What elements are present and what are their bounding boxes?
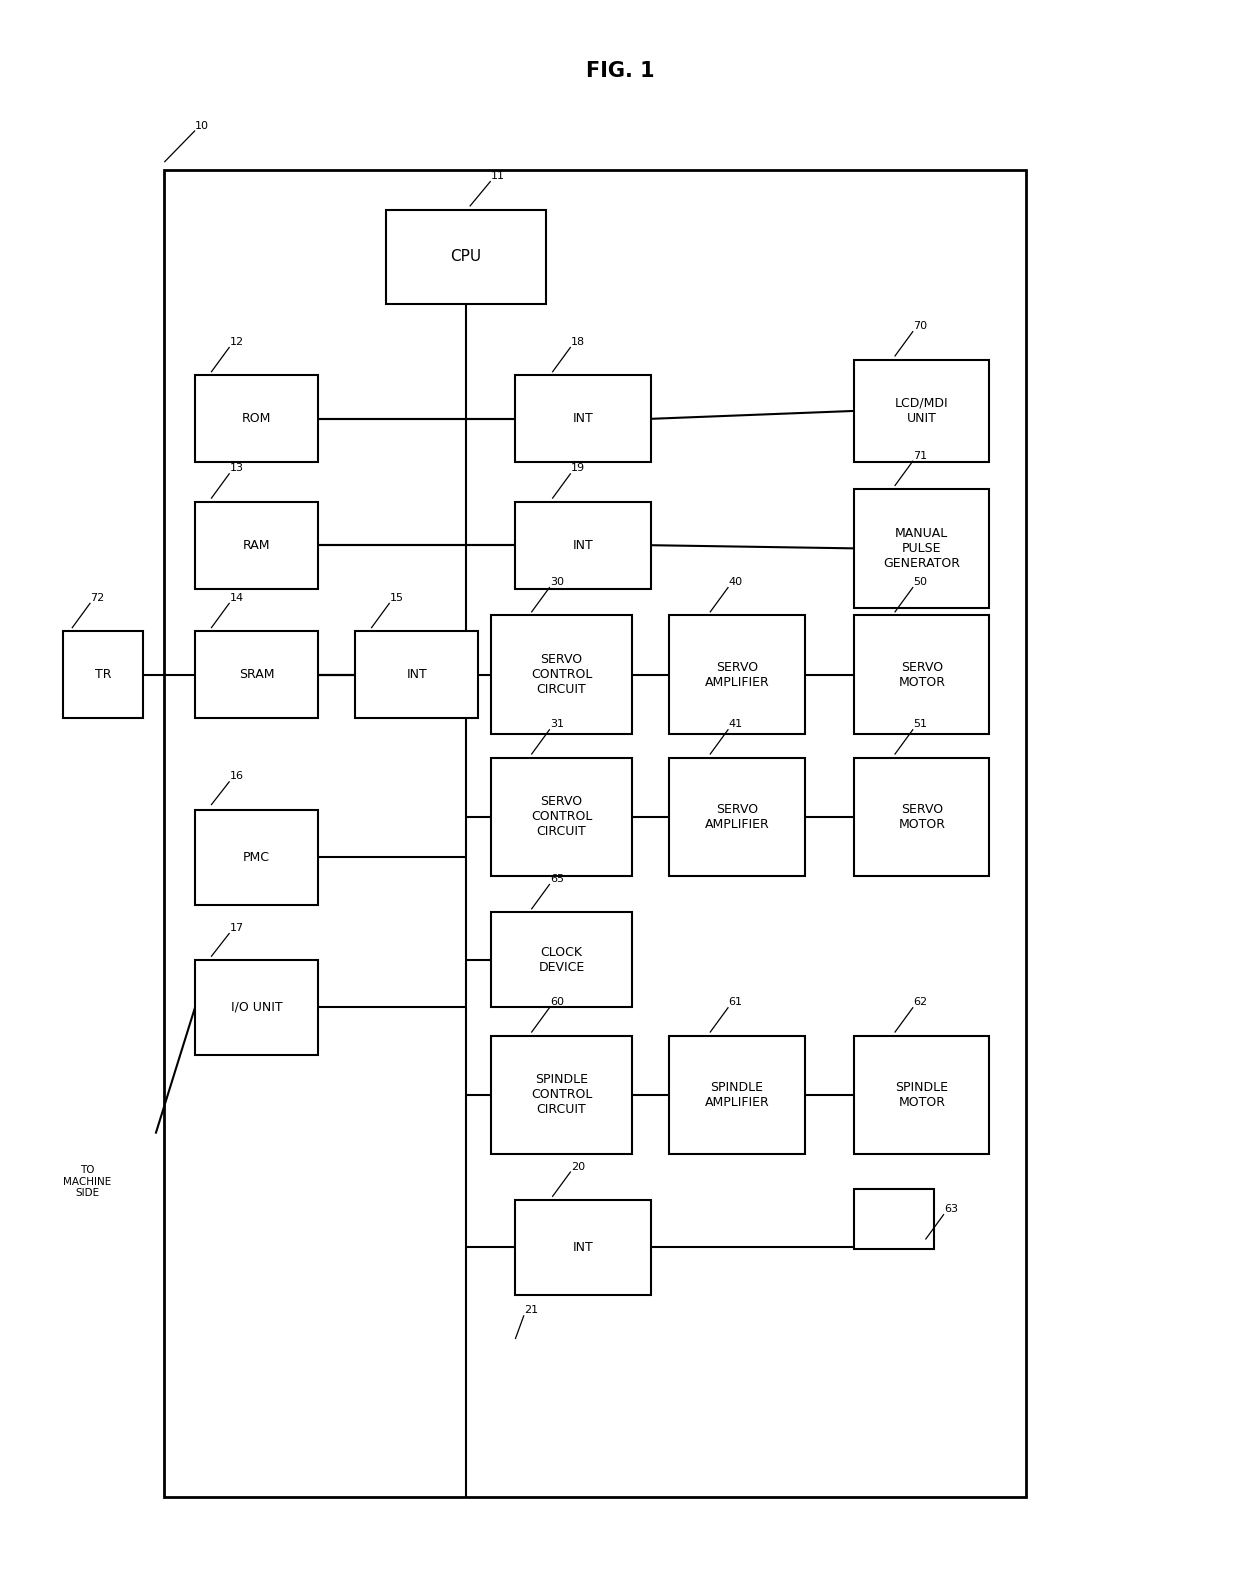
- Text: 17: 17: [229, 923, 244, 934]
- Text: MANUAL
PULSE
GENERATOR: MANUAL PULSE GENERATOR: [883, 527, 960, 570]
- Text: ROM: ROM: [242, 413, 272, 426]
- Text: LCD/MDI
UNIT: LCD/MDI UNIT: [895, 397, 949, 426]
- Text: I/O UNIT: I/O UNIT: [231, 1000, 283, 1013]
- Text: SPINDLE
AMPLIFIER: SPINDLE AMPLIFIER: [704, 1081, 769, 1108]
- Bar: [195, 959, 319, 1054]
- Bar: [670, 757, 805, 877]
- Text: 40: 40: [728, 576, 743, 588]
- Text: 31: 31: [549, 719, 564, 729]
- Bar: [516, 502, 651, 589]
- Text: SERVO
AMPLIFIER: SERVO AMPLIFIER: [704, 804, 769, 831]
- Bar: [516, 375, 651, 462]
- Text: INT: INT: [573, 1240, 594, 1255]
- Text: 18: 18: [570, 337, 585, 346]
- Text: 11: 11: [491, 172, 505, 181]
- Text: 15: 15: [389, 592, 404, 603]
- Bar: [195, 502, 319, 589]
- Bar: [854, 757, 990, 877]
- Text: SERVO
CONTROL
CIRCUIT: SERVO CONTROL CIRCUIT: [531, 796, 593, 838]
- Bar: [195, 632, 319, 718]
- Text: 16: 16: [229, 772, 243, 781]
- Text: 13: 13: [229, 464, 243, 473]
- Text: 70: 70: [913, 321, 928, 332]
- Text: 60: 60: [549, 997, 564, 1007]
- Text: 14: 14: [229, 592, 244, 603]
- Text: 63: 63: [944, 1204, 959, 1215]
- Bar: [491, 1035, 632, 1154]
- Bar: [195, 810, 319, 905]
- Text: INT: INT: [573, 538, 594, 551]
- Text: SRAM: SRAM: [239, 669, 274, 681]
- Text: SERVO
MOTOR: SERVO MOTOR: [898, 661, 945, 689]
- Text: 72: 72: [91, 592, 104, 603]
- Text: 19: 19: [570, 464, 585, 473]
- Text: 61: 61: [728, 997, 743, 1007]
- Text: 20: 20: [570, 1161, 585, 1172]
- Text: RAM: RAM: [243, 538, 270, 551]
- Bar: [63, 632, 144, 718]
- Bar: [854, 1189, 934, 1248]
- Bar: [195, 375, 319, 462]
- Text: 10: 10: [195, 121, 210, 130]
- Bar: [491, 757, 632, 877]
- Text: INT: INT: [573, 413, 594, 426]
- Text: 30: 30: [549, 576, 564, 588]
- Bar: [670, 1035, 805, 1154]
- Bar: [164, 170, 1027, 1497]
- Text: TR: TR: [95, 669, 112, 681]
- Text: CLOCK
DEVICE: CLOCK DEVICE: [538, 946, 584, 973]
- Text: CPU: CPU: [450, 249, 481, 265]
- Text: 41: 41: [728, 719, 743, 729]
- Text: PMC: PMC: [243, 851, 270, 864]
- Text: SPINDLE
MOTOR: SPINDLE MOTOR: [895, 1081, 949, 1108]
- Text: SPINDLE
CONTROL
CIRCUIT: SPINDLE CONTROL CIRCUIT: [531, 1073, 593, 1116]
- Text: 12: 12: [229, 337, 244, 346]
- Text: FIG. 1: FIG. 1: [585, 60, 655, 81]
- Bar: [854, 1035, 990, 1154]
- Bar: [355, 632, 479, 718]
- Text: SERVO
MOTOR: SERVO MOTOR: [898, 804, 945, 831]
- Bar: [516, 1201, 651, 1294]
- Text: 50: 50: [913, 576, 928, 588]
- Text: 71: 71: [913, 451, 928, 461]
- Bar: [854, 489, 990, 608]
- Text: SERVO
AMPLIFIER: SERVO AMPLIFIER: [704, 661, 769, 689]
- Bar: [854, 359, 990, 462]
- Bar: [854, 616, 990, 734]
- Text: TO
MACHINE
SIDE: TO MACHINE SIDE: [63, 1166, 112, 1199]
- Bar: [670, 616, 805, 734]
- Text: 21: 21: [525, 1305, 538, 1315]
- Bar: [386, 210, 546, 305]
- Text: 65: 65: [549, 873, 564, 885]
- Text: 51: 51: [913, 719, 928, 729]
- Text: 62: 62: [913, 997, 928, 1007]
- Text: SERVO
CONTROL
CIRCUIT: SERVO CONTROL CIRCUIT: [531, 653, 593, 696]
- Bar: [491, 616, 632, 734]
- Bar: [491, 913, 632, 1007]
- Text: INT: INT: [407, 669, 427, 681]
